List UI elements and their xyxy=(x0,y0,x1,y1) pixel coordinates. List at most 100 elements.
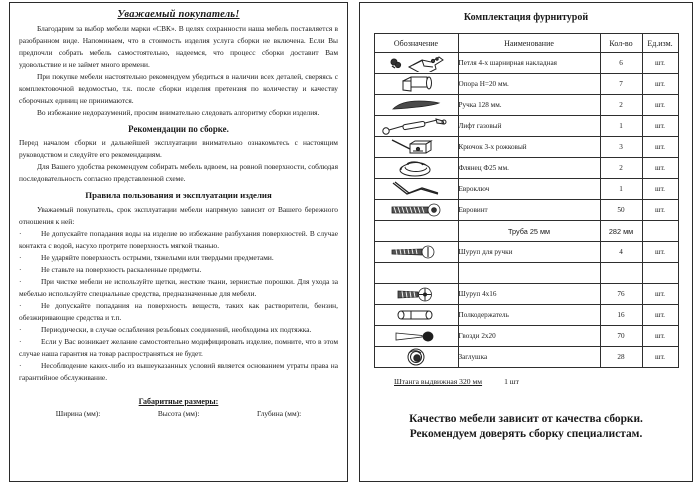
dimension-width-label: Ширина (мм): xyxy=(55,408,101,418)
part-name-cell: Флянец Ф25 мм. xyxy=(457,157,601,179)
closing-line-1: Качество мебели зависит от качества сбор… xyxy=(409,413,643,425)
table-row: Шуруп 4x16 76 шт. xyxy=(373,283,679,305)
part-unit-cell xyxy=(641,262,679,284)
list-item: · Периодически, в случае ослабления резьб… xyxy=(19,324,338,336)
page-title: Уважаемый покупатель! xyxy=(117,9,240,20)
part-unit-cell: шт. xyxy=(641,325,679,347)
part-name-cell: Полкодержатель xyxy=(457,304,601,326)
flange-icon xyxy=(373,157,459,179)
part-name-cell: Лифт газовый xyxy=(457,115,601,137)
table-row xyxy=(373,262,679,284)
part-name-cell: Гвозди 2x20 xyxy=(457,325,601,347)
part-name-cell: Петля 4-х шарнирная накладная xyxy=(457,52,601,74)
pullout-rod-label: Штанга выдвижная 320 мм xyxy=(394,377,483,386)
part-quantity-cell: 16 xyxy=(599,304,643,326)
list-item: · Не ударяйте поверхность острыми, тяжелы… xyxy=(19,252,338,264)
bullet-marker-icon: · xyxy=(19,264,22,274)
part-name-cell: Ручка 128 мм. xyxy=(457,94,601,116)
list-item: · При чистке мебели не используйте щетки,… xyxy=(19,276,338,300)
nail-icon xyxy=(373,325,459,347)
part-unit-cell: шт. xyxy=(641,178,679,200)
column-header-name: Наименование xyxy=(457,33,601,53)
rule-text: Несоблюдение каких-либо из вышеуказанных… xyxy=(19,360,338,382)
part-unit-cell: шт. xyxy=(641,73,679,95)
list-item: · Не ставьте на поверхность раскаленные п… xyxy=(19,264,338,276)
table-row: Полкодержатель 16 шт. xyxy=(373,304,679,326)
bullet-marker-icon: · xyxy=(19,252,22,262)
closing-statement: Качество мебели зависит от качества сбор… xyxy=(370,412,682,442)
dimensions-fields-row: Ширина (мм): Высота (мм): Глубина (мм): xyxy=(19,409,338,418)
rule-text: Периодически, в случае ослабления резьбо… xyxy=(41,324,312,334)
part-quantity-cell: 2 xyxy=(599,94,643,116)
rule-text: При чистке мебели не используйте щетки, … xyxy=(19,276,338,298)
part-unit-cell: шт. xyxy=(641,157,679,179)
bullet-marker-icon: · xyxy=(19,300,22,310)
assembly-paragraph-2: Для Вашего удобства рекомендуем собирать… xyxy=(19,162,338,184)
intro-paragraph-1: Благодарим за выбор мебели марки «СВК». … xyxy=(19,24,338,69)
dimensions-block: Габаритные размеры: Ширина (мм): Высота … xyxy=(19,397,338,418)
pullout-rod-note: Штанга выдвижная 320 мм 1 шт xyxy=(394,377,682,386)
list-item: · Не допускайте попадания воды на изделие… xyxy=(19,228,338,252)
part-quantity-cell: 70 xyxy=(599,325,643,347)
table-row: Заглушка 28 шт. xyxy=(373,346,679,368)
right-parts-panel: Комплектация фурнитурой Обозначение Наим… xyxy=(359,2,693,482)
part-quantity-cell: 1 xyxy=(599,178,643,200)
table-row: Петля 4-х шарнирная накладная 6 шт. xyxy=(373,52,679,74)
bullet-marker-icon: · xyxy=(19,324,22,334)
part-quantity-cell: 4 xyxy=(599,241,643,263)
part-quantity-cell: 28 xyxy=(599,346,643,368)
part-quantity-cell xyxy=(599,262,643,284)
hook-icon xyxy=(373,136,459,158)
rule-text: Если у Вас возникает желание самостоятел… xyxy=(19,336,338,358)
usage-rules-list: · Не допускайте попадания воды на изделие… xyxy=(19,228,338,384)
column-header-symbol: Обозначение xyxy=(373,33,459,53)
part-symbol-cell xyxy=(373,262,459,284)
bullet-marker-icon: · xyxy=(19,336,22,346)
parts-list-title: Комплектация фурнитурой xyxy=(463,12,589,23)
handle-screw-icon xyxy=(373,241,459,263)
part-name-cell: Евровинт xyxy=(457,199,601,221)
table-header: Обозначение Наименование Кол-во Ед.изм. xyxy=(373,33,679,53)
dimension-depth-label: Глубина (мм): xyxy=(257,408,302,418)
rule-text: Не допускайте попадания воды на изделие … xyxy=(19,228,338,250)
screw-4x16-icon xyxy=(373,283,459,305)
part-quantity-cell: 2 xyxy=(599,157,643,179)
column-header-unit: Ед.изм. xyxy=(641,33,679,53)
part-quantity-cell: 6 xyxy=(599,52,643,74)
table-row: Опора H=20 мм. 7 шт. xyxy=(373,73,679,95)
assembly-paragraph-1: Перед началом сборки и дальнейшей эксплу… xyxy=(19,138,338,160)
rule-text: Не ставьте на поверхность раскаленные пр… xyxy=(41,264,202,274)
part-quantity-cell: 282 мм xyxy=(599,220,643,242)
table-row: Евровинт 50 шт. xyxy=(373,199,679,221)
part-quantity-cell: 76 xyxy=(599,283,643,305)
cap-plug-icon xyxy=(373,346,459,368)
part-name-cell: Заглушка xyxy=(457,346,601,368)
part-unit-cell: шт. xyxy=(641,346,679,368)
table-row: Ручка 128 мм. 2 шт. xyxy=(373,94,679,116)
gas-lift-icon xyxy=(373,115,459,137)
bullet-marker-icon: · xyxy=(19,360,22,370)
intro-paragraph-2: При покупке мебели настоятельно рекоменд… xyxy=(19,71,338,105)
part-name-cell: Труба 25 мм xyxy=(457,220,601,242)
table-row: Гвозди 2x20 70 шт. xyxy=(373,325,679,347)
part-name-cell: Крючок 3-х рожковый xyxy=(457,136,601,158)
dimension-height-label: Высота (мм): xyxy=(157,408,200,418)
table-row: Шуруп для ручки 4 шт. xyxy=(373,241,679,263)
table-row: Евроключ 1 шт. xyxy=(373,178,679,200)
rule-text: Не ударяйте поверхность острыми, тяжелым… xyxy=(41,252,274,262)
table-row: Крючок 3-х рожковый 3 шт. xyxy=(373,136,679,158)
bullet-marker-icon: · xyxy=(19,228,22,238)
allen-key-icon xyxy=(373,178,459,200)
assembly-recommendations-heading: Рекомендации по сборке. xyxy=(128,123,229,134)
part-quantity-cell: 7 xyxy=(599,73,643,95)
euro-screw-icon xyxy=(373,199,459,221)
part-quantity-cell: 3 xyxy=(599,136,643,158)
table-body: Петля 4-х шарнирная накладная 6 шт. Опора H… xyxy=(373,52,679,368)
rule-text: Не допускайте попадания на поверхность в… xyxy=(19,300,338,322)
part-unit-cell xyxy=(641,220,679,242)
list-item: · Если у Вас возникает желание самостояте… xyxy=(19,336,338,360)
left-instruction-panel: Уважаемый покупатель! Благодарим за выбо… xyxy=(9,2,348,482)
table-row: Труба 25 мм 282 мм xyxy=(373,220,679,242)
table-row: Лифт газовый 1 шт. xyxy=(373,115,679,137)
part-unit-cell: шт. xyxy=(641,115,679,137)
